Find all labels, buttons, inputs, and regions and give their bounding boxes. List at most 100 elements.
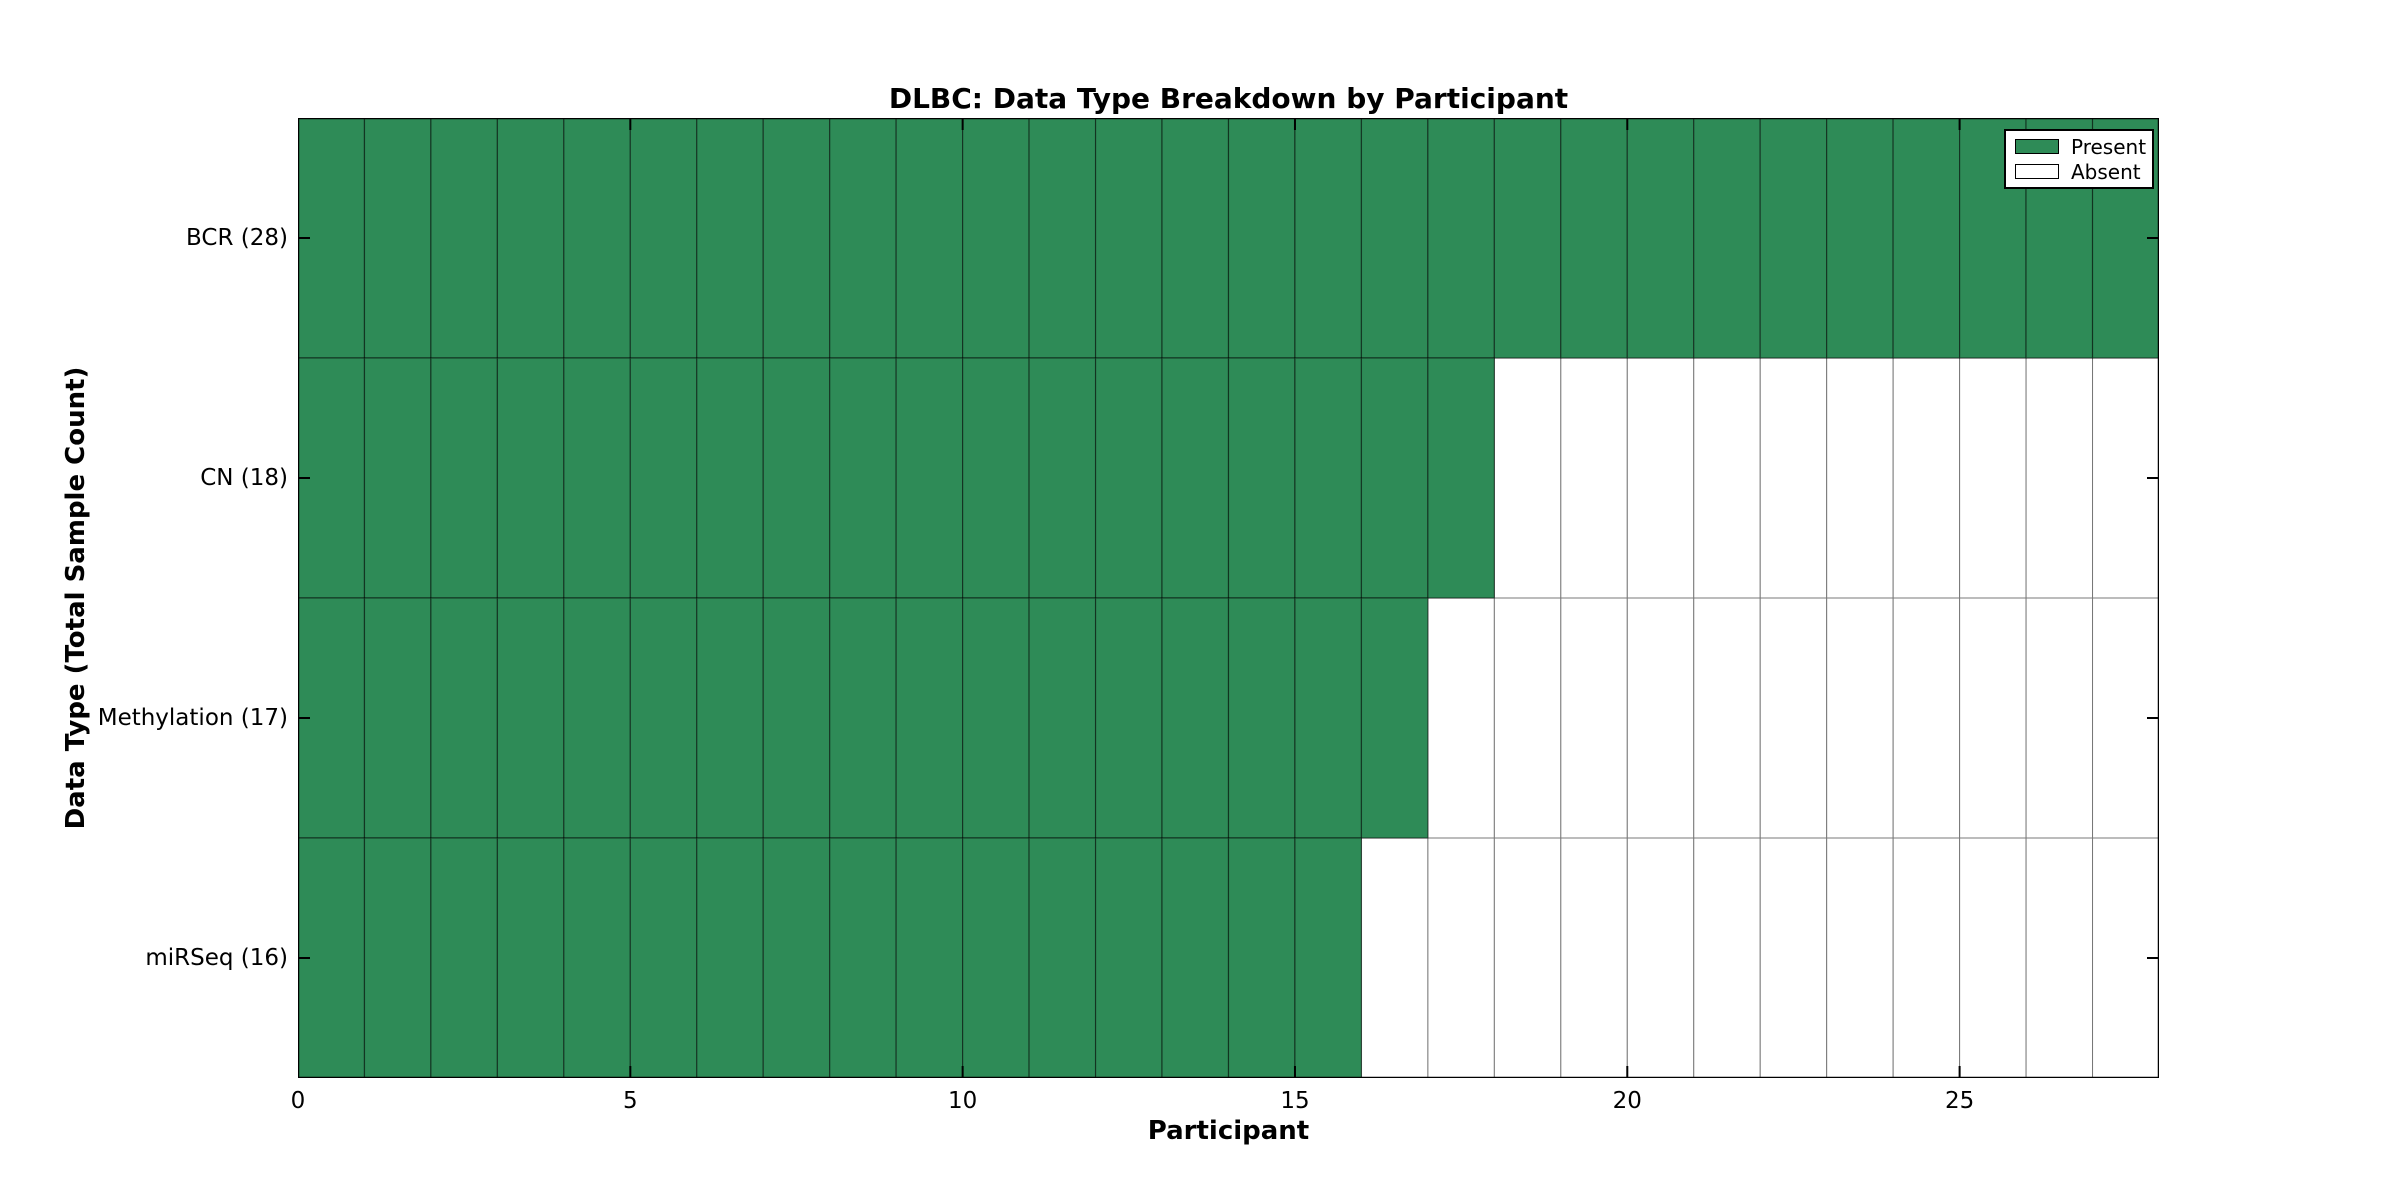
matrix-cell bbox=[1294, 357, 1363, 599]
matrix-cell bbox=[563, 837, 631, 1078]
matrix-cell bbox=[1826, 118, 1894, 359]
matrix-cell bbox=[1227, 597, 1296, 839]
matrix-cell bbox=[1028, 118, 1097, 359]
matrix-cell bbox=[629, 837, 698, 1078]
matrix-cell bbox=[1759, 118, 1828, 359]
matrix-cell bbox=[1427, 118, 1495, 359]
matrix-cell bbox=[1427, 837, 1495, 1078]
legend-label-absent: Absent bbox=[2071, 159, 2141, 184]
matrix-cell bbox=[1094, 118, 1163, 359]
x-tick-label: 0 bbox=[290, 1088, 306, 1114]
matrix-cell bbox=[1959, 597, 2027, 839]
matrix-cell bbox=[2025, 597, 2094, 839]
matrix-cell bbox=[1759, 837, 1828, 1078]
matrix-cell bbox=[1360, 837, 1429, 1078]
matrix-cell bbox=[1028, 837, 1097, 1078]
y-tick-label: Methylation (17) bbox=[97, 705, 288, 731]
matrix-cell bbox=[363, 118, 432, 359]
matrix-cell bbox=[430, 837, 498, 1078]
matrix-cell bbox=[1826, 357, 1894, 599]
legend: Present Absent bbox=[2004, 129, 2154, 189]
matrix-cell bbox=[829, 597, 897, 839]
matrix-cell bbox=[1892, 597, 1961, 839]
matrix-cell bbox=[2025, 357, 2094, 599]
matrix-cell bbox=[1560, 597, 1628, 839]
present-swatch bbox=[2015, 139, 2059, 154]
matrix-cell bbox=[629, 118, 698, 359]
matrix-cell bbox=[829, 837, 897, 1078]
matrix-cell bbox=[1028, 357, 1097, 599]
matrix-cell bbox=[1294, 118, 1363, 359]
matrix-cell bbox=[363, 357, 432, 599]
matrix-cell bbox=[1161, 118, 1230, 359]
matrix-cell bbox=[1493, 837, 1562, 1078]
matrix-cell bbox=[696, 837, 764, 1078]
matrix-cell bbox=[895, 357, 964, 599]
matrix-cell bbox=[629, 357, 698, 599]
matrix-cell bbox=[1826, 837, 1894, 1078]
matrix-cell bbox=[363, 597, 432, 839]
matrix-cell bbox=[1427, 597, 1495, 839]
legend-label-present: Present bbox=[2071, 134, 2147, 159]
matrix-cell bbox=[363, 837, 432, 1078]
x-axis-label: Participant bbox=[1147, 1116, 1310, 1146]
matrix-cell bbox=[762, 597, 831, 839]
matrix-cell bbox=[1094, 357, 1163, 599]
matrix-cell bbox=[962, 118, 1030, 359]
matrix-cell bbox=[1892, 837, 1961, 1078]
matrix-cell bbox=[829, 357, 897, 599]
matrix-cell bbox=[1360, 597, 1429, 839]
matrix-cell bbox=[1693, 357, 1761, 599]
matrix-cell bbox=[1493, 357, 1562, 599]
matrix-cell bbox=[1028, 597, 1097, 839]
matrix-cell bbox=[1693, 597, 1761, 839]
matrix-cell bbox=[1560, 118, 1628, 359]
matrix-cell bbox=[1360, 357, 1429, 599]
matrix-cell bbox=[1560, 837, 1628, 1078]
matrix-cell bbox=[762, 118, 831, 359]
x-tick-label: 25 bbox=[1944, 1088, 1975, 1114]
x-tick-label: 20 bbox=[1612, 1088, 1642, 1114]
matrix-cell bbox=[895, 597, 964, 839]
matrix-cell bbox=[1427, 357, 1495, 599]
matrix-cell bbox=[496, 597, 565, 839]
matrix-cell bbox=[496, 837, 565, 1078]
matrix-cell bbox=[1360, 118, 1429, 359]
matrix-cell bbox=[829, 118, 897, 359]
matrix-cell bbox=[430, 597, 498, 839]
matrix-cell bbox=[1161, 357, 1230, 599]
matrix-cell bbox=[962, 837, 1030, 1078]
matrix-cell bbox=[762, 837, 831, 1078]
matrix-cell bbox=[1826, 597, 1894, 839]
matrix-cell bbox=[496, 357, 565, 599]
matrix-cell bbox=[563, 597, 631, 839]
matrix-cell bbox=[1094, 837, 1163, 1078]
matrix-cell bbox=[762, 357, 831, 599]
matrix-cell bbox=[962, 357, 1030, 599]
matrix-cell bbox=[1493, 597, 1562, 839]
y-axis-label: Data Type (Total Sample Count) bbox=[61, 366, 91, 830]
matrix-cell bbox=[1493, 118, 1562, 359]
matrix-cell bbox=[563, 118, 631, 359]
y-tick-label: BCR (28) bbox=[186, 225, 288, 251]
matrix-cell bbox=[696, 118, 764, 359]
matrix-cell bbox=[1959, 837, 2027, 1078]
legend-entry-absent: Absent bbox=[2015, 162, 2152, 182]
matrix-cell bbox=[1294, 597, 1363, 839]
matrix-cell bbox=[696, 357, 764, 599]
matrix-cell bbox=[430, 118, 498, 359]
absent-swatch bbox=[2015, 164, 2059, 179]
matrix-cell bbox=[1227, 357, 1296, 599]
matrix-cell bbox=[962, 597, 1030, 839]
matrix-cell bbox=[629, 597, 698, 839]
matrix-cell bbox=[895, 118, 964, 359]
matrix-cell bbox=[1560, 357, 1628, 599]
matrix-cell bbox=[1892, 118, 1961, 359]
matrix-cell bbox=[1892, 357, 1961, 599]
matrix-cell bbox=[2025, 837, 2094, 1078]
x-tick-label: 10 bbox=[948, 1088, 978, 1114]
matrix-cell bbox=[496, 118, 565, 359]
matrix-cell bbox=[1626, 837, 1695, 1078]
matrix-cell bbox=[1161, 597, 1230, 839]
chart-title: DLBC: Data Type Breakdown by Participant bbox=[888, 82, 1569, 115]
